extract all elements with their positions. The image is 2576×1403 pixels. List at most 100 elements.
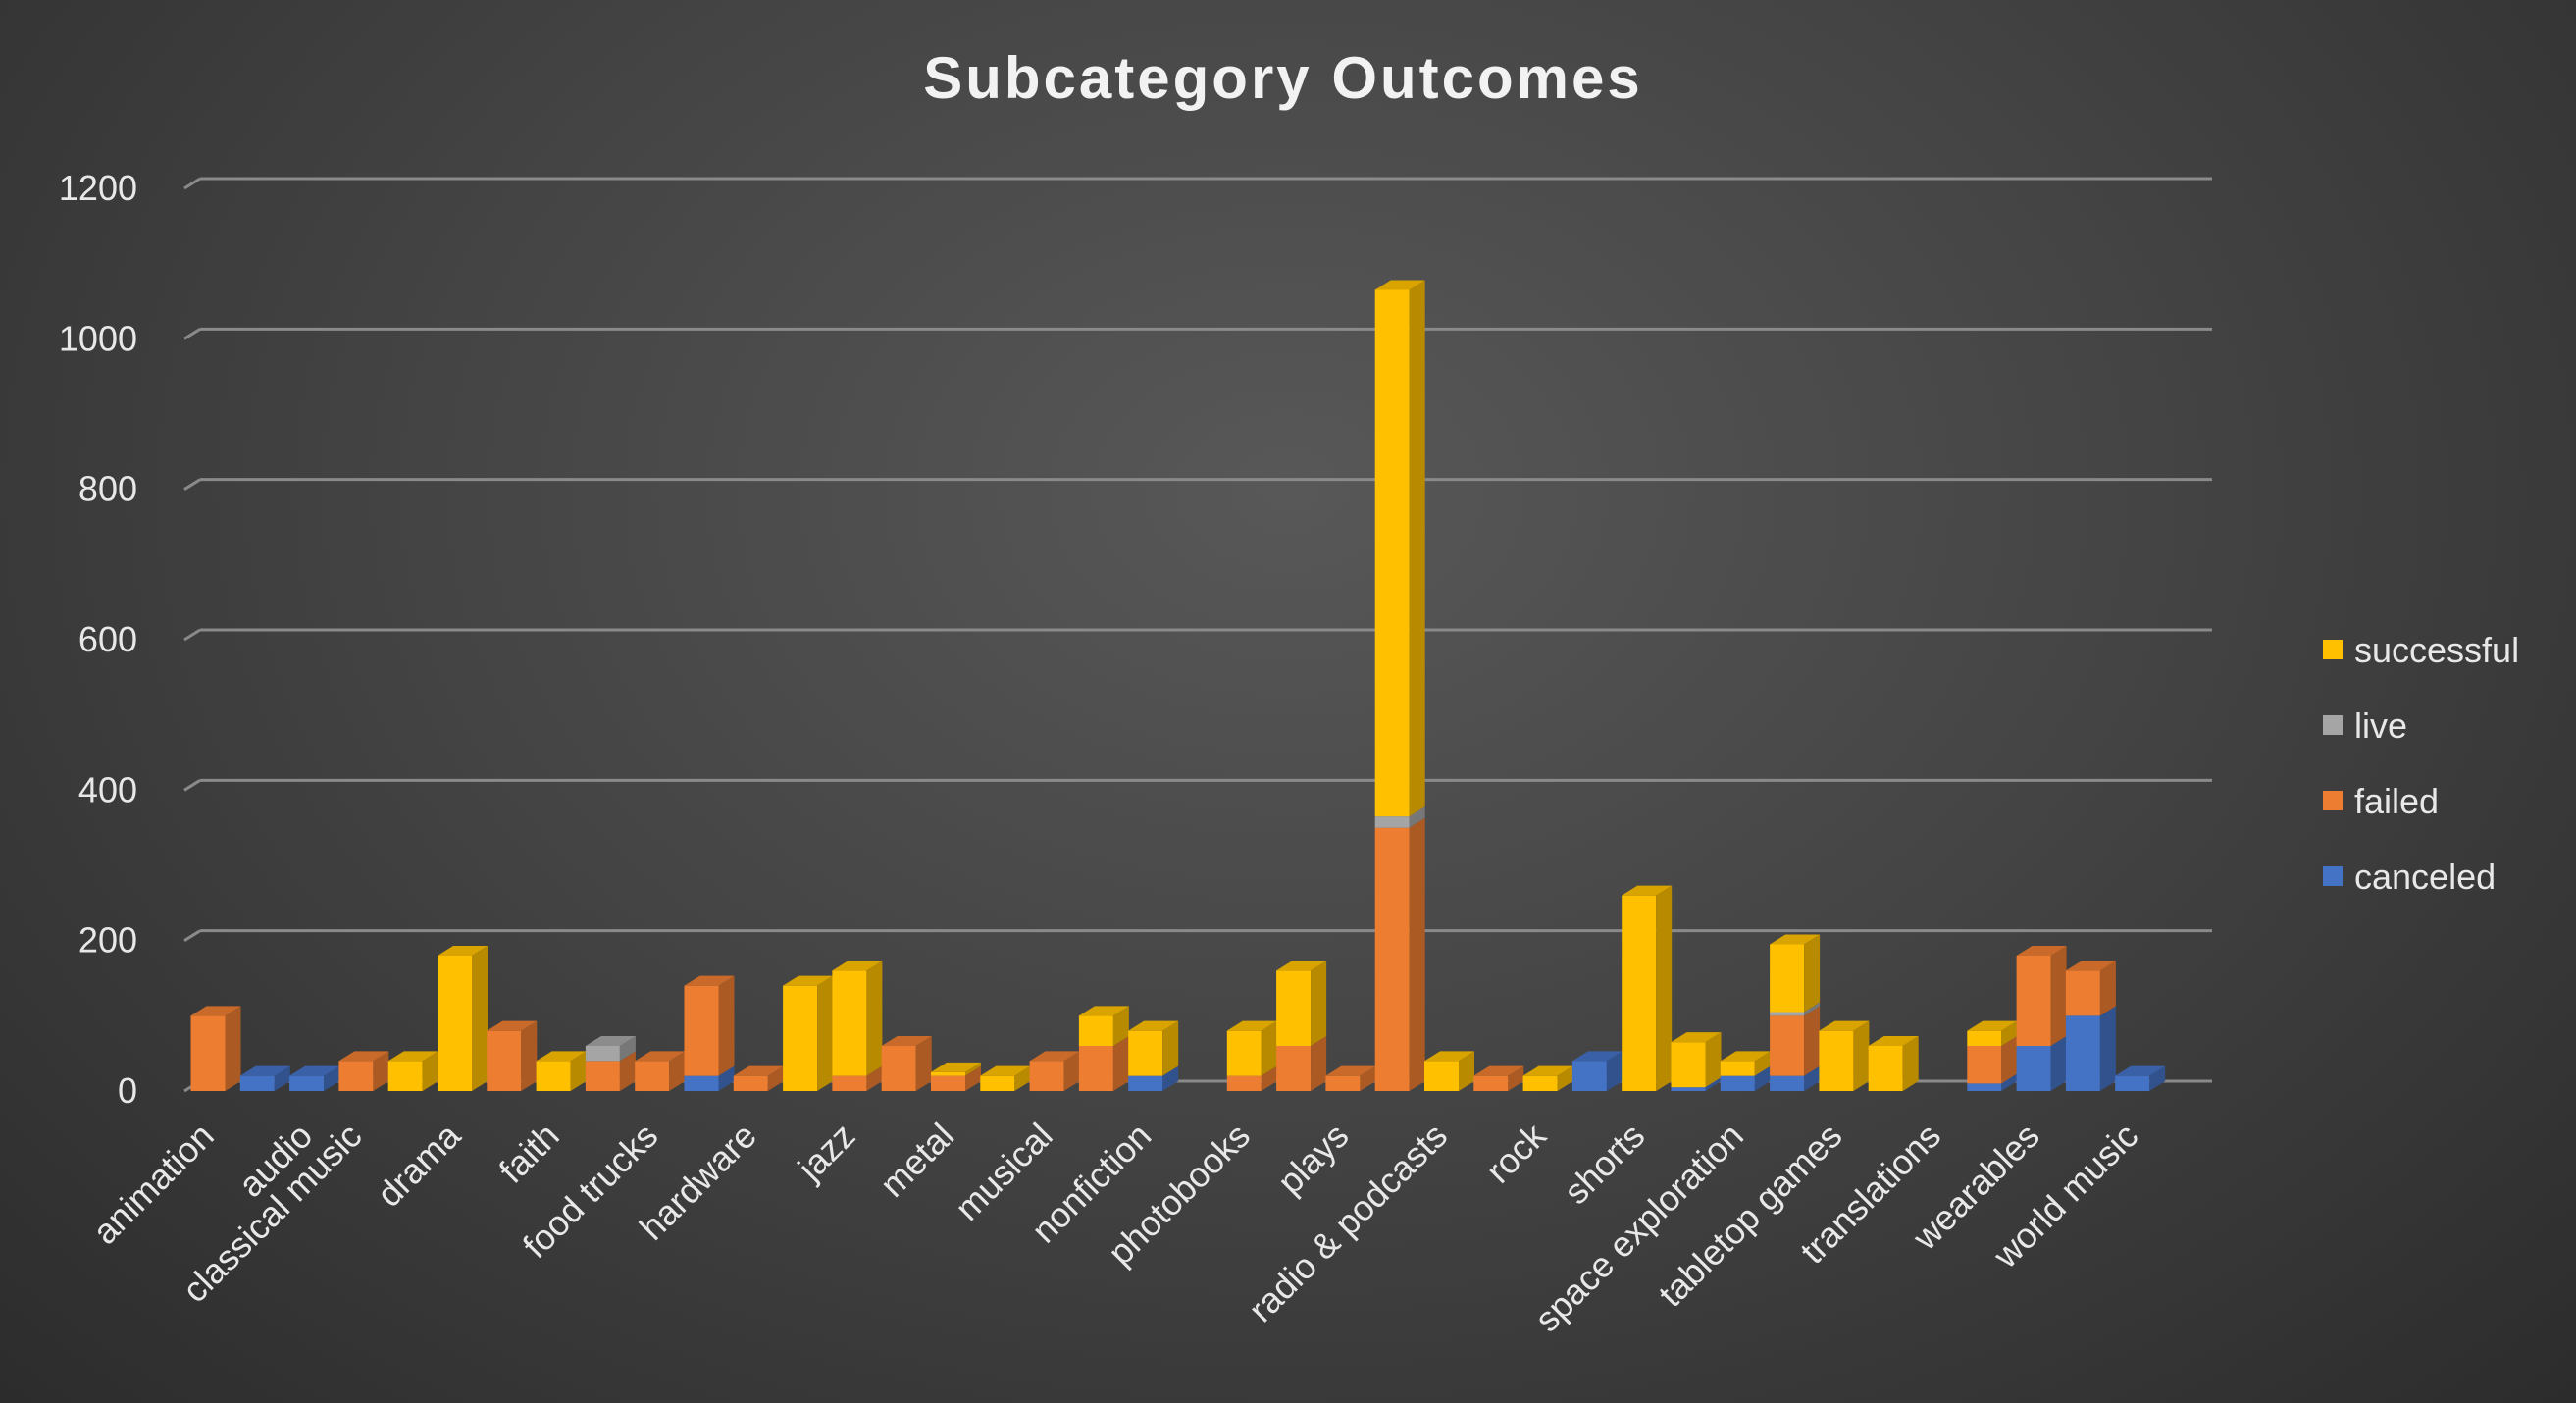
bar-side-successful: [1853, 1020, 1870, 1091]
bar-top: [438, 946, 488, 956]
bar-top: [1720, 1051, 1771, 1062]
bar-top: [338, 1051, 389, 1062]
bar-segment-canceled: [1571, 1061, 1607, 1091]
bar-segment-successful: [832, 970, 867, 1076]
bar-side-live: [1409, 806, 1425, 828]
bar-side-canceled: [2050, 1036, 2067, 1091]
gridline-depth: [183, 478, 201, 491]
bar-top: [536, 1051, 587, 1062]
bar-side-failed: [2050, 946, 2067, 1046]
bar-segment-failed: [585, 1061, 620, 1091]
bar-side-failed: [1112, 1036, 1129, 1091]
bar-side-failed: [1063, 1051, 1080, 1091]
bar-side-successful: [1656, 885, 1673, 1091]
bar-segment-failed: [1967, 1046, 2002, 1084]
gridline-depth: [183, 929, 201, 942]
bar-top: [289, 1065, 340, 1076]
legend-swatch-failed: [2323, 791, 2343, 810]
bar-segment-canceled: [1770, 1075, 1805, 1091]
y-tick-label: 600: [78, 619, 137, 659]
bar-side-successful: [1754, 1051, 1771, 1076]
bar-side-successful: [1705, 1032, 1722, 1088]
bar-side-canceled: [1754, 1065, 1771, 1091]
bar-segment-successful: [1078, 1015, 1113, 1046]
bar-stack: [487, 1020, 538, 1091]
bar-side-canceled: [1606, 1051, 1623, 1091]
bars: [190, 280, 2166, 1091]
bar-stack: [832, 961, 883, 1091]
bar-stack: [881, 1036, 932, 1091]
bar-side-successful: [1261, 1020, 1277, 1076]
bar-segment-canceled: [2065, 1015, 2100, 1091]
bar-segment-canceled: [1967, 1083, 2002, 1091]
bar-top: [1522, 1065, 1573, 1076]
bar-side-successful: [817, 975, 834, 1091]
bar-top: [585, 1036, 636, 1046]
bar-segment-successful: [1720, 1061, 1755, 1076]
bar-stack: [2115, 1065, 2166, 1091]
bar-segment-successful: [783, 985, 818, 1091]
gridline-depth: [183, 779, 201, 792]
bar-side-canceled: [718, 1065, 735, 1091]
bar-stack: [980, 1065, 1031, 1091]
bar-top: [1128, 1020, 1179, 1031]
x-category-label: faith: [491, 1116, 567, 1191]
bar-stack: [1522, 1065, 1573, 1091]
bar-stack: [2016, 946, 2067, 1091]
bar-top: [1819, 1020, 1870, 1031]
bar-top: [881, 1036, 932, 1046]
x-category-label: shorts: [1556, 1116, 1652, 1212]
bar-side-canceled: [2099, 1006, 2116, 1091]
bar-segment-canceled: [1720, 1075, 1755, 1091]
bar-top: [1770, 934, 1821, 945]
bar-side-successful: [965, 1062, 981, 1076]
y-tick-label: 0: [118, 1070, 137, 1111]
bar-segment-canceled: [2115, 1075, 2150, 1091]
bar-side-canceled: [1705, 1077, 1722, 1091]
y-tick-label: 400: [78, 769, 137, 809]
bar-side-failed: [373, 1051, 389, 1091]
x-category-label: metal: [872, 1116, 961, 1205]
legend-label-live: live: [2354, 705, 2407, 746]
bar-top: [1078, 1006, 1129, 1016]
bar-stack: [585, 1036, 636, 1091]
bar-side-canceled: [1162, 1065, 1179, 1091]
bar-segment-failed: [684, 985, 719, 1076]
y-tick-label: 1200: [59, 168, 137, 208]
bar-segment-failed: [1374, 827, 1410, 1091]
bar-segment-live: [1374, 816, 1410, 828]
bar-segment-successful: [1967, 1030, 2002, 1046]
bar-side-successful: [570, 1051, 587, 1091]
legend-label-canceled: canceled: [2354, 857, 2496, 897]
bar-side-canceled: [1804, 1065, 1821, 1091]
bar-side-failed: [619, 1051, 636, 1091]
bar-segment-canceled: [289, 1075, 325, 1091]
bar-stack: [438, 946, 488, 1091]
bar-side-failed: [521, 1020, 538, 1091]
bar-segment-failed: [1473, 1075, 1509, 1091]
bar-segment-successful: [1819, 1030, 1854, 1091]
bar-top: [1325, 1065, 1376, 1076]
bar-stack: [239, 1065, 290, 1091]
bar-stack: [1671, 1032, 1722, 1091]
bar-side-successful: [2001, 1020, 2018, 1046]
bar-side-successful: [1014, 1065, 1031, 1091]
y-axis-ticks: 0 200 400 600 800 1000 1200: [59, 168, 137, 1111]
bar-stack: [1226, 1020, 1277, 1091]
bar-segment-successful: [1226, 1030, 1262, 1076]
bar-side-successful: [1459, 1051, 1474, 1091]
bar-side-failed: [1508, 1065, 1524, 1091]
bar-side-successful: [1409, 280, 1425, 817]
bar-top: [1029, 1051, 1080, 1062]
y-tick-label: 1000: [59, 318, 137, 358]
bar-stack: [1819, 1020, 1870, 1091]
bar-segment-failed: [635, 1061, 670, 1091]
bar-stack: [387, 1051, 438, 1091]
bar-segment-failed: [832, 1075, 867, 1091]
bar-stack: [1424, 1051, 1474, 1091]
bar-segment-successful: [1276, 970, 1312, 1046]
bar-top: [1374, 280, 1425, 290]
bar-segment-failed: [1029, 1061, 1064, 1091]
bar-stack: [783, 975, 834, 1091]
